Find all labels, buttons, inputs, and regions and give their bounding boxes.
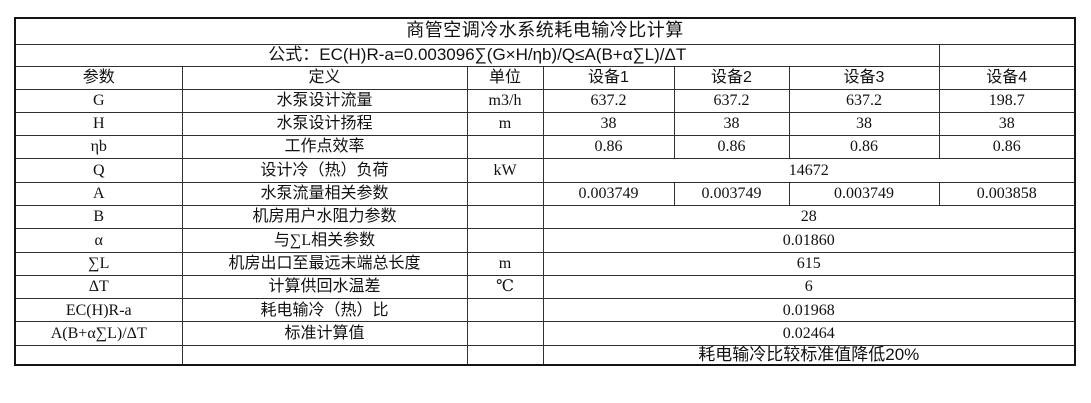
value-cell: 0.86 <box>938 135 1076 160</box>
table-row: B 机房用户水阻力参数 28 <box>14 204 1076 230</box>
footer-empty-definition-cell <box>181 344 468 366</box>
unit-cell <box>466 135 544 160</box>
value-cell: 0.86 <box>542 135 675 160</box>
definition-cell: 标准计算值 <box>181 321 468 346</box>
value-cell: 637.2 <box>673 88 790 113</box>
table-row: ∑L 机房出口至最远末端总长度 m 615 <box>14 251 1076 276</box>
table-row: A 水泵流量相关参数 0.003749 0.003749 0.003749 0.… <box>14 181 1076 206</box>
unit-cell <box>466 321 544 346</box>
value-cell: 637.2 <box>542 88 675 113</box>
table-row: 耗电输冷比较标准值降低20% <box>14 344 1076 366</box>
header-unit: 单位 <box>466 65 544 90</box>
value-cell: 637.2 <box>788 88 940 113</box>
footer-note-cell: 耗电输冷比较标准值降低20% <box>542 344 1076 366</box>
footer-empty-unit-cell <box>466 344 544 366</box>
merged-value-cell: 0.02464 <box>542 321 1076 346</box>
definition-cell: 与∑L相关参数 <box>181 228 468 253</box>
header-device-3: 设备3 <box>788 65 940 90</box>
unit-cell <box>466 204 544 230</box>
param-cell: A(B+α∑L)/ΔT <box>14 321 183 346</box>
param-cell: ηb <box>14 135 183 160</box>
unit-cell: m <box>466 251 544 276</box>
ecr-calculation-table: 商管空调冷水系统耗电输冷比计算 公式：EC(H)R-a=0.003096∑(G×… <box>14 17 1076 367</box>
table-row: 参数 定义 单位 设备1 设备2 设备3 设备4 <box>14 65 1076 90</box>
definition-cell: 工作点效率 <box>181 135 468 160</box>
footer-empty-param-cell <box>14 344 183 366</box>
merged-value-cell: 0.01860 <box>542 228 1076 253</box>
merged-value-cell: 14672 <box>542 158 1076 183</box>
header-device-1: 设备1 <box>542 65 675 90</box>
value-cell: 0.86 <box>788 135 940 160</box>
value-cell: 0.003749 <box>673 181 790 206</box>
param-cell: B <box>14 204 183 230</box>
param-cell: EC(H)R-a <box>14 298 183 323</box>
value-cell: 38 <box>542 111 675 137</box>
unit-cell: kW <box>466 158 544 183</box>
param-cell: α <box>14 228 183 253</box>
table-row: ΔT 计算供回水温差 ℃ 6 <box>14 274 1076 300</box>
unit-cell: m <box>466 111 544 137</box>
definition-cell: 水泵设计流量 <box>181 88 468 113</box>
merged-value-cell: 6 <box>542 274 1076 300</box>
header-param: 参数 <box>14 65 183 90</box>
definition-cell: 设计冷（热）负荷 <box>181 158 468 183</box>
value-cell: 0.003858 <box>938 181 1076 206</box>
unit-cell: ℃ <box>466 274 544 300</box>
formula-side-empty-cell <box>938 43 1076 67</box>
param-cell: H <box>14 111 183 137</box>
definition-cell: 机房用户水阻力参数 <box>181 204 468 230</box>
value-cell: 38 <box>788 111 940 137</box>
header-device-2: 设备2 <box>673 65 790 90</box>
header-definition: 定义 <box>181 65 468 90</box>
value-cell: 0.003749 <box>542 181 675 206</box>
unit-cell <box>466 298 544 323</box>
param-cell: ΔT <box>14 274 183 300</box>
table-title: 商管空调冷水系统耗电输冷比计算 <box>14 17 1076 45</box>
merged-value-cell: 28 <box>542 204 1076 230</box>
table-row: ηb 工作点效率 0.86 0.86 0.86 0.86 <box>14 135 1076 160</box>
value-cell: 38 <box>673 111 790 137</box>
value-cell: 198.7 <box>938 88 1076 113</box>
value-cell: 0.86 <box>673 135 790 160</box>
param-cell: Q <box>14 158 183 183</box>
definition-cell: 计算供回水温差 <box>181 274 468 300</box>
param-cell: G <box>14 88 183 113</box>
merged-value-cell: 0.01968 <box>542 298 1076 323</box>
table-row: A(B+α∑L)/ΔT 标准计算值 0.02464 <box>14 321 1076 346</box>
merged-value-cell: 615 <box>542 251 1076 276</box>
table-row: EC(H)R-a 耗电输冷（热）比 0.01968 <box>14 298 1076 323</box>
unit-cell <box>466 228 544 253</box>
value-cell: 38 <box>938 111 1076 137</box>
table-row: 商管空调冷水系统耗电输冷比计算 <box>14 17 1076 45</box>
table-row: 公式：EC(H)R-a=0.003096∑(G×H/ηb)/Q≤A(B+α∑L)… <box>14 43 1076 67</box>
table-row: α 与∑L相关参数 0.01860 <box>14 228 1076 253</box>
formula-cell: 公式：EC(H)R-a=0.003096∑(G×H/ηb)/Q≤A(B+α∑L)… <box>14 43 940 67</box>
param-cell: A <box>14 181 183 206</box>
table-row: G 水泵设计流量 m3/h 637.2 637.2 637.2 198.7 <box>14 88 1076 113</box>
definition-cell: 水泵设计扬程 <box>181 111 468 137</box>
value-cell: 0.003749 <box>788 181 940 206</box>
param-cell: ∑L <box>14 251 183 276</box>
header-device-4: 设备4 <box>938 65 1076 90</box>
definition-cell: 耗电输冷（热）比 <box>181 298 468 323</box>
definition-cell: 机房出口至最远末端总长度 <box>181 251 468 276</box>
unit-cell <box>466 181 544 206</box>
table-row: H 水泵设计扬程 m 38 38 38 38 <box>14 111 1076 137</box>
table-row: Q 设计冷（热）负荷 kW 14672 <box>14 158 1076 183</box>
unit-cell: m3/h <box>466 88 544 113</box>
definition-cell: 水泵流量相关参数 <box>181 181 468 206</box>
